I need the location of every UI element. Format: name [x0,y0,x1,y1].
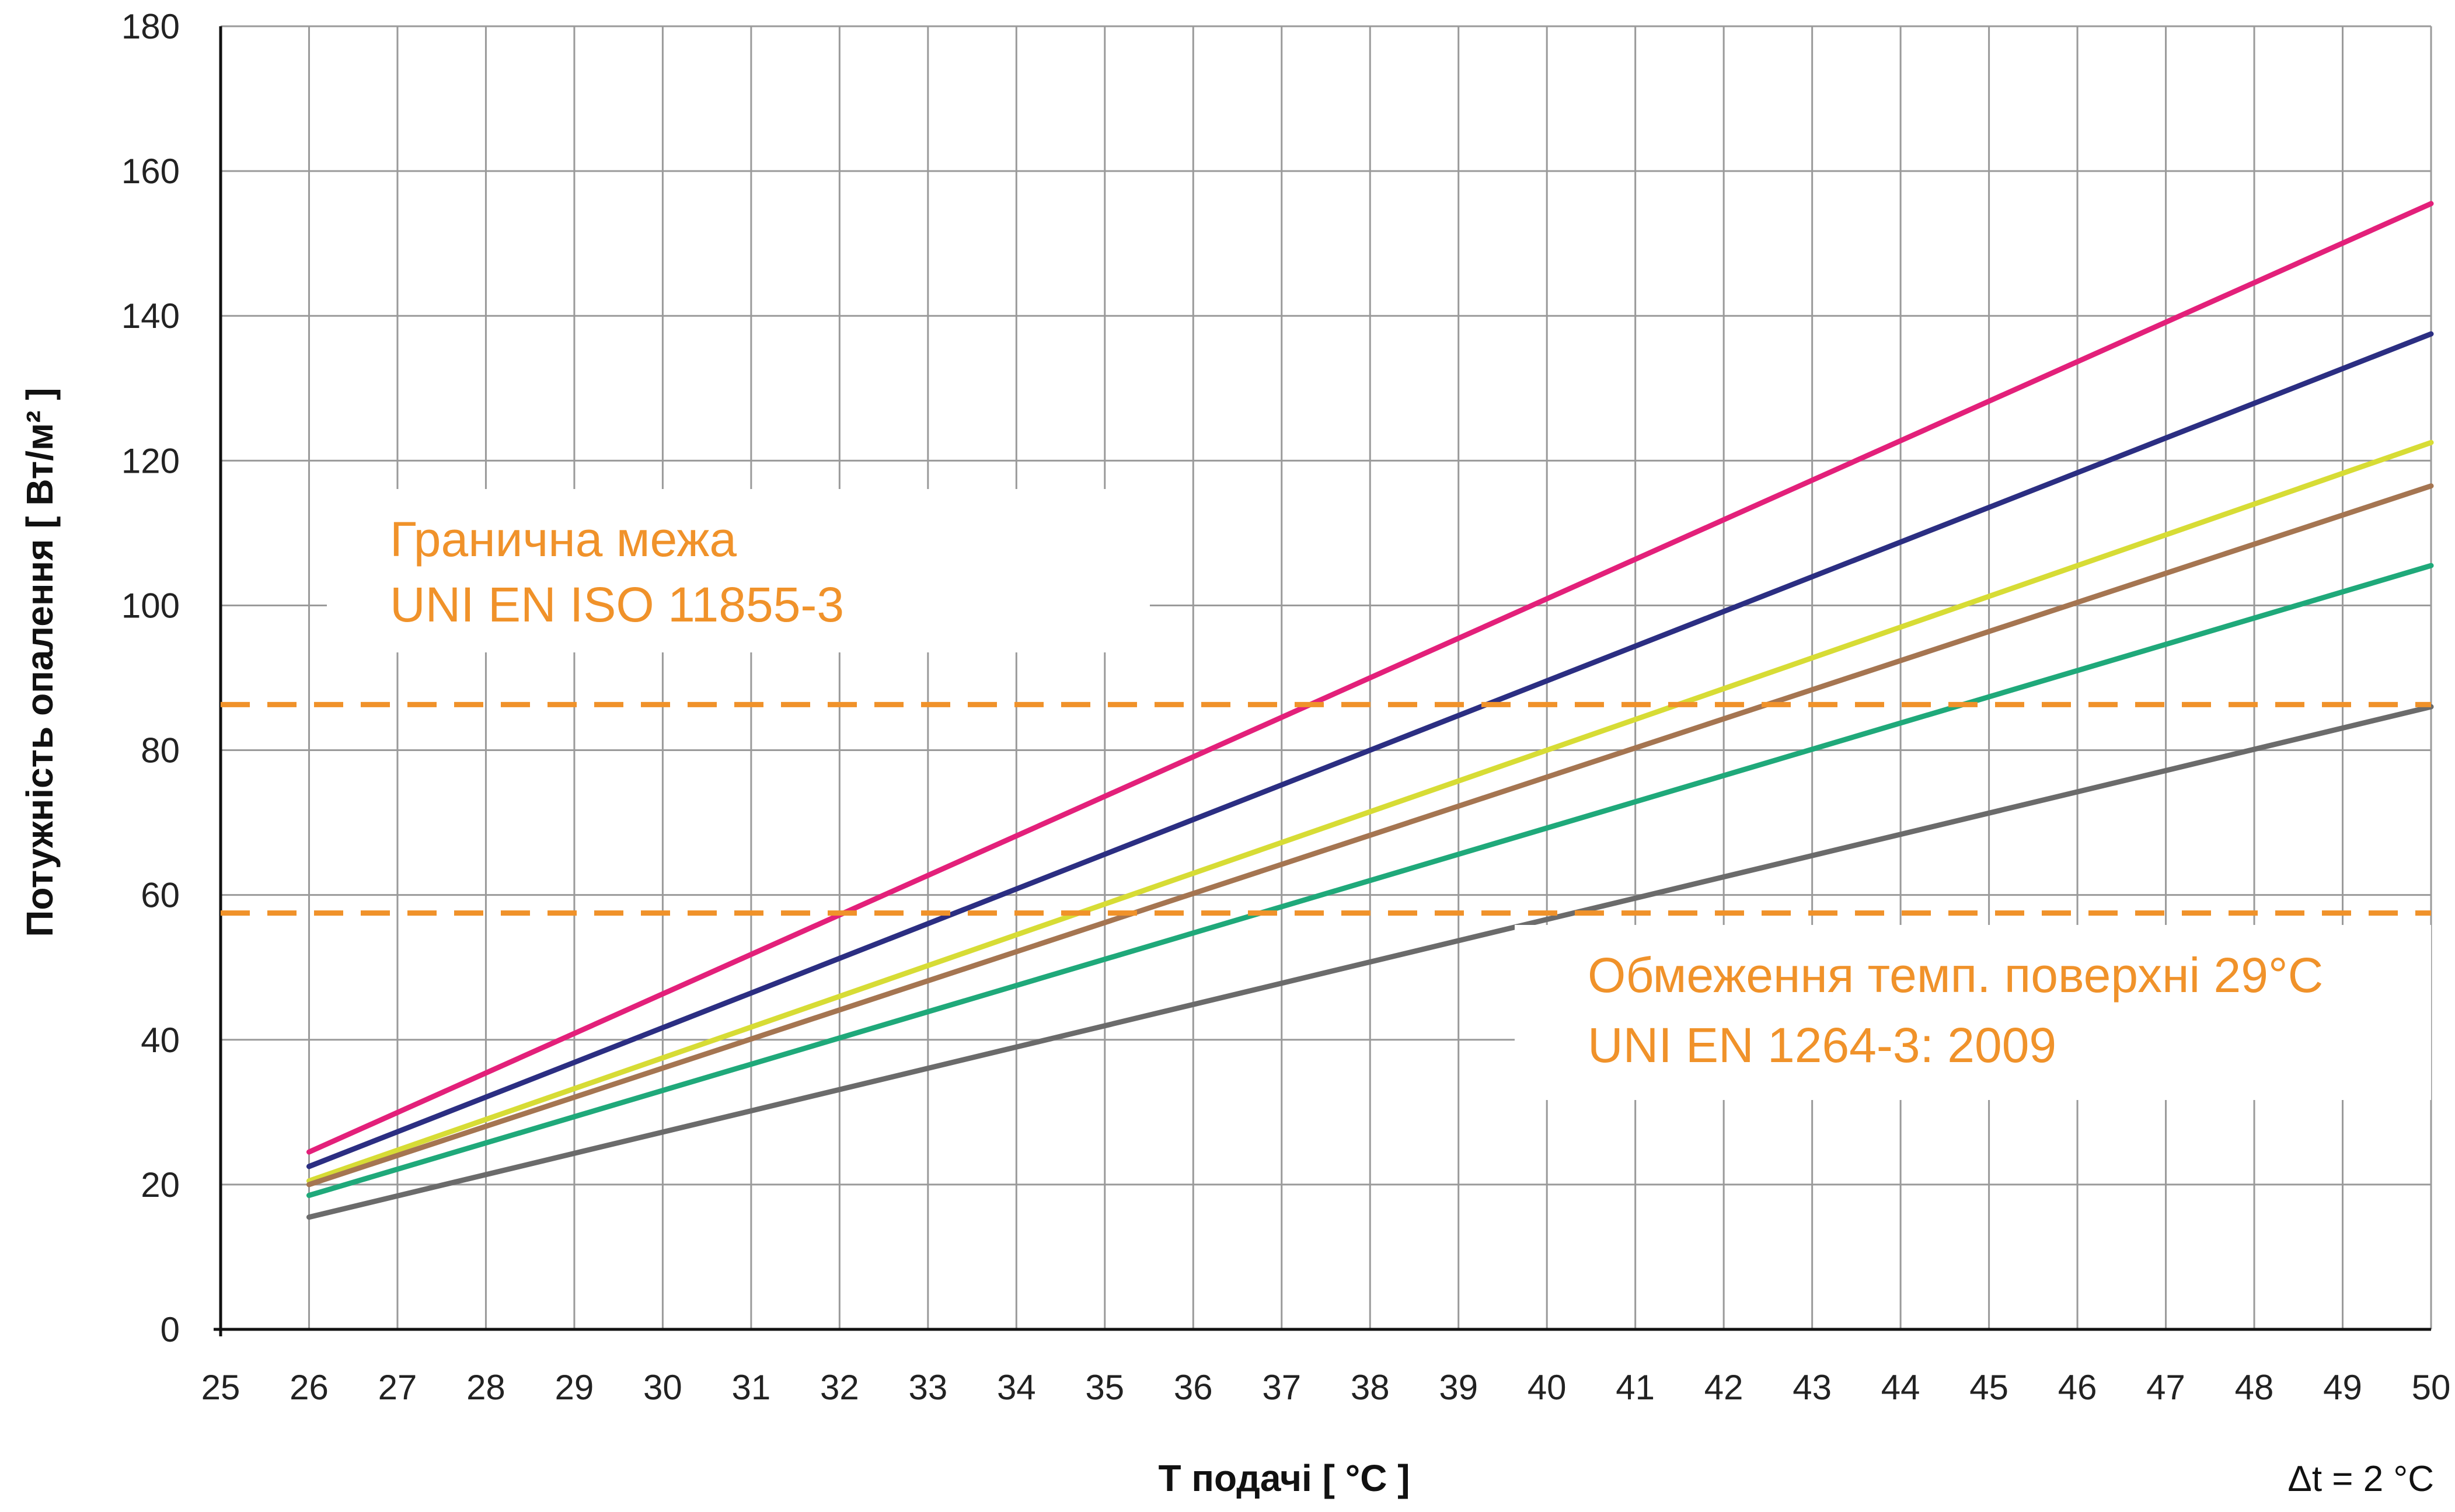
series-line [306,331,2434,1169]
annotation-background [327,489,1150,652]
x-tick-label: 49 [2323,1368,2362,1407]
x-tick-label: 50 [2412,1368,2451,1407]
y-tick-label: 160 [121,152,180,191]
y-tick-label: 40 [141,1021,180,1060]
y-tick-label: 140 [121,296,180,336]
axes [214,26,2431,1336]
x-tick-label: 48 [2235,1368,2274,1407]
annotation-text: UNI EN ISO 11855-3 [390,577,844,632]
y-tick-label: 80 [141,731,180,770]
y-axis-title: Потужність опалення [ Вт/м² ] [19,387,61,937]
x-tick-label: 35 [1085,1368,1124,1407]
series-line [306,201,2434,1155]
x-tick-label: 47 [2146,1368,2185,1407]
x-tick-label: 27 [378,1368,417,1407]
x-tick-label: 36 [1174,1368,1213,1407]
delta-t-note: Δt = 2 °C [2287,1459,2434,1499]
y-tick-label: 120 [121,441,180,480]
x-axis-title: Т подачі [ °C ] [1158,1457,1410,1499]
x-tick-label: 46 [2058,1368,2097,1407]
x-tick-label: 43 [1793,1368,1832,1407]
y-tick-label: 100 [121,586,180,625]
x-tick-label: 25 [201,1368,240,1407]
x-tick-label: 31 [732,1368,771,1407]
x-tick-label: 40 [1528,1368,1567,1407]
annotation-text: Обмеження темп. поверхні 29°C [1588,948,2323,1003]
x-tick-label: 41 [1616,1368,1655,1407]
x-tick-label: 39 [1439,1368,1478,1407]
x-tick-label: 44 [1881,1368,1920,1407]
x-tick-label: 29 [555,1368,594,1407]
series-line [306,563,2434,1198]
reference-lines [221,701,2431,916]
x-tick-label: 45 [1969,1368,2008,1407]
y-tick-labels: 0 20 40 60 80 100 120 140 160 180 [121,7,180,1349]
x-tick-label: 42 [1704,1368,1743,1407]
y-tick-label: 0 [161,1310,180,1349]
y-tick-label: 20 [141,1165,180,1204]
series-lines [306,201,2434,1220]
annotation-text: UNI EN 1264-3: 2009 [1588,1018,2056,1073]
x-tick-label: 30 [643,1368,682,1407]
annotation-background [1515,925,2431,1100]
x-tick-label: 28 [466,1368,505,1407]
annotation-text: Гранична межа [390,512,737,567]
series-line [306,439,2434,1184]
series-line [306,483,2434,1188]
x-tick-label: 37 [1262,1368,1301,1407]
x-tick-label: 38 [1351,1368,1390,1407]
annotations: Гранична межа UNI EN ISO 11855-3 Обмеження… [327,489,2431,1100]
series-line [306,704,2434,1220]
y-tick-label: 180 [121,7,180,46]
x-tick-label: 32 [820,1368,859,1407]
x-tick-label: 34 [997,1368,1036,1407]
x-tick-labels: 25 26 27 28 29 30 31 32 33 34 35 36 37 38 39 40 41 42 43 44… [201,1368,2451,1407]
y-tick-label: 60 [141,876,180,915]
x-tick-label: 26 [290,1368,329,1407]
x-tick-label: 33 [908,1368,947,1407]
